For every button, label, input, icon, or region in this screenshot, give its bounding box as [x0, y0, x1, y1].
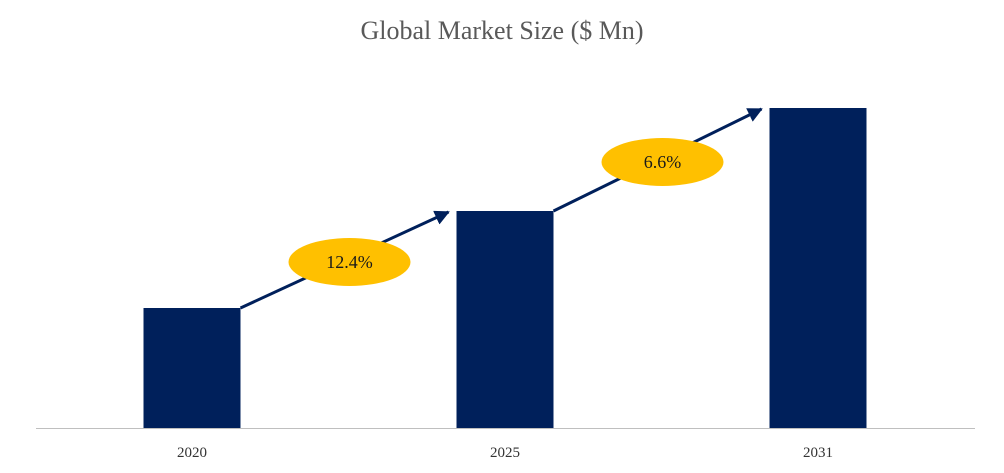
- cagr-badge-2020-2025: [288, 238, 411, 286]
- bar-2031: [769, 108, 867, 428]
- bar-2025: [456, 211, 554, 428]
- chart-title: Global Market Size ($ Mn): [360, 16, 644, 45]
- x-tick-label-2031: 2031: [803, 445, 833, 461]
- bar-2020: [143, 308, 241, 428]
- x-tick-label-2025: 2025: [490, 445, 520, 461]
- cagr-label-2020-2025: 12.4%: [326, 252, 373, 272]
- cagr-badge-2025-2031: [601, 138, 724, 186]
- cagr-label-2025-2031: 6.6%: [644, 152, 682, 172]
- x-tick-label-2020: 2020: [177, 445, 207, 461]
